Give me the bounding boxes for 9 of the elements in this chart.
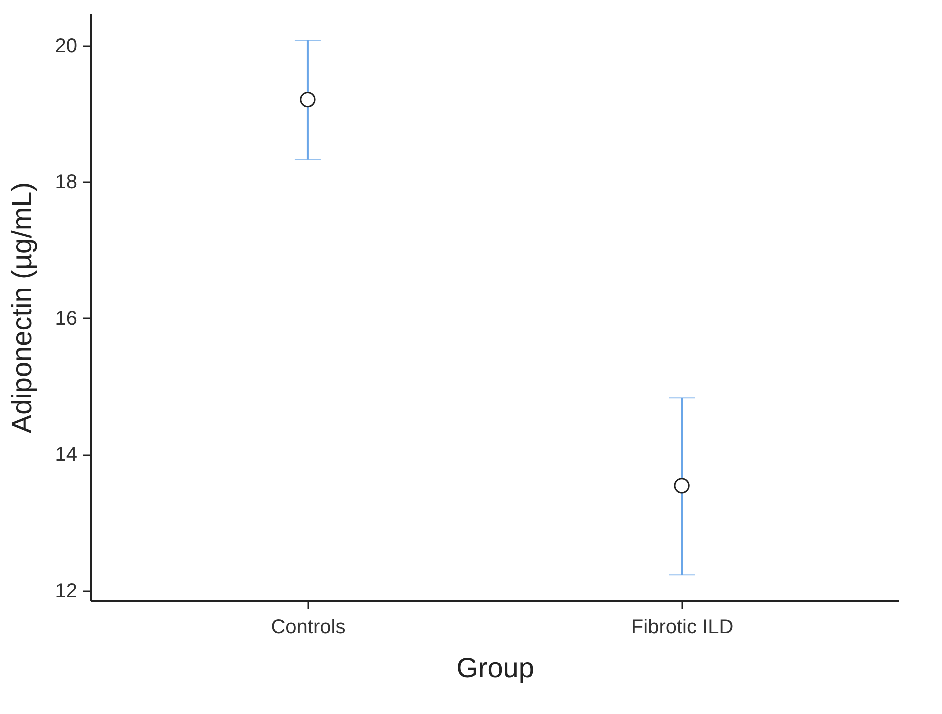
x-tick-label: Controls [271, 616, 346, 638]
y-tick-label: 20 [55, 36, 78, 58]
x-tick-label: Fibrotic ILD [631, 616, 734, 638]
y-tick-label: 16 [55, 308, 78, 330]
y-tick-label: 12 [55, 580, 78, 602]
y-axis-title: Adiponectin (µg/mL) [6, 182, 38, 434]
y-tick-label: 14 [55, 444, 78, 466]
y-tick-label: 18 [55, 172, 78, 194]
x-axis-title: Group [456, 652, 534, 684]
